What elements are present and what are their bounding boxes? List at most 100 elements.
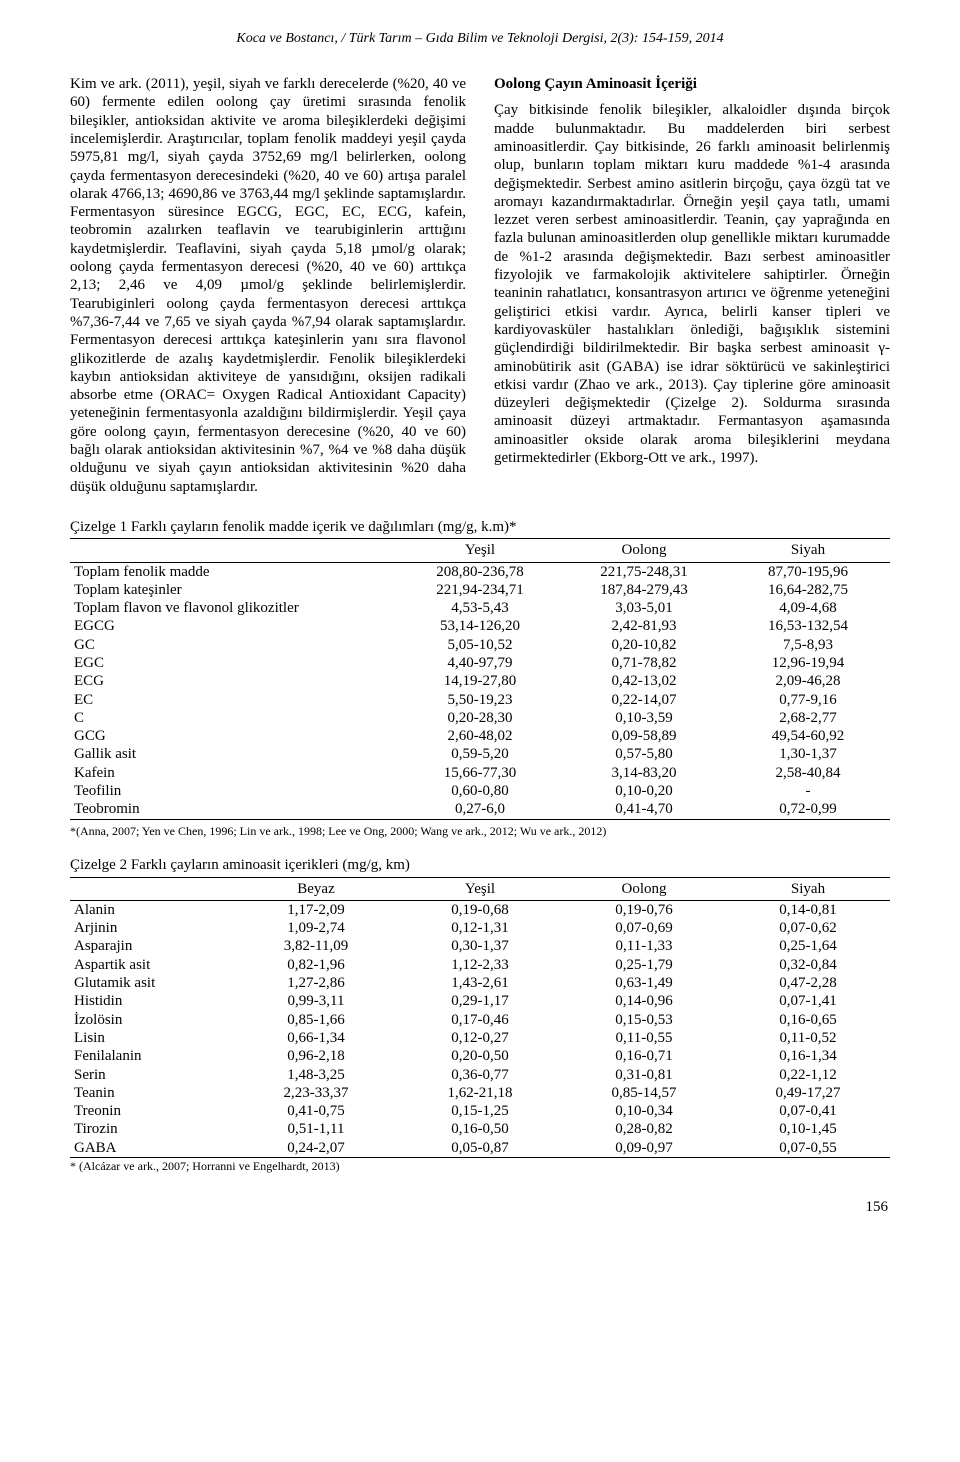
table-header-cell bbox=[70, 539, 398, 562]
table-cell: 1,43-2,61 bbox=[398, 974, 562, 992]
table-cell: 1,17-2,09 bbox=[234, 900, 398, 919]
table-cell: 0,36-0,77 bbox=[398, 1066, 562, 1084]
table-cell: İzolösin bbox=[70, 1011, 234, 1029]
table-cell: 2,58-40,84 bbox=[726, 764, 890, 782]
table-cell: 0,16-1,34 bbox=[726, 1047, 890, 1065]
table-cell: 0,32-0,84 bbox=[726, 956, 890, 974]
table-row: Aspartik asit0,82-1,961,12-2,330,25-1,79… bbox=[70, 956, 890, 974]
table-cell: 0,10-1,45 bbox=[726, 1120, 890, 1138]
table-cell: 12,96-19,94 bbox=[726, 654, 890, 672]
table-header-cell: Oolong bbox=[562, 539, 726, 562]
table-cell: 0,09-58,89 bbox=[562, 727, 726, 745]
table-cell: 0,20-28,30 bbox=[398, 709, 562, 727]
table-row: Toplam fenolik madde208,80-236,78221,75-… bbox=[70, 562, 890, 581]
table-cell: 1,30-1,37 bbox=[726, 745, 890, 763]
table1: YeşilOolongSiyah Toplam fenolik madde208… bbox=[70, 538, 890, 819]
table-cell: 0,31-0,81 bbox=[562, 1066, 726, 1084]
table-cell: 0,15-0,53 bbox=[562, 1011, 726, 1029]
table-cell: 7,5-8,93 bbox=[726, 636, 890, 654]
table-cell: Gallik asit bbox=[70, 745, 398, 763]
right-paragraph: Çay bitkisinde fenolik bileşikler, alkal… bbox=[494, 101, 890, 467]
table-row: EC5,50-19,230,22-14,070,77-9,16 bbox=[70, 691, 890, 709]
table-row: Asparajin3,82-11,090,30-1,370,11-1,330,2… bbox=[70, 937, 890, 955]
table-cell: Glutamik asit bbox=[70, 974, 234, 992]
table-cell: Toplam kateşinler bbox=[70, 581, 398, 599]
table-cell: GCG bbox=[70, 727, 398, 745]
table-cell: 5,50-19,23 bbox=[398, 691, 562, 709]
table-row: Teobromin0,27-6,00,41-4,700,72-0,99 bbox=[70, 800, 890, 819]
table-cell: 0,57-5,80 bbox=[562, 745, 726, 763]
table-row: Arjinin1,09-2,740,12-1,310,07-0,690,07-0… bbox=[70, 919, 890, 937]
table-cell: 1,12-2,33 bbox=[398, 956, 562, 974]
table-row: Tirozin0,51-1,110,16-0,500,28-0,820,10-1… bbox=[70, 1120, 890, 1138]
table-cell: 0,25-1,64 bbox=[726, 937, 890, 955]
table-row: ECG14,19-27,800,42-13,022,09-46,28 bbox=[70, 672, 890, 690]
table-cell: 0,19-0,68 bbox=[398, 900, 562, 919]
table-cell: Teobromin bbox=[70, 800, 398, 819]
table-cell: 0,22-14,07 bbox=[562, 691, 726, 709]
table-cell: 3,03-5,01 bbox=[562, 599, 726, 617]
table-cell: 0,20-0,50 bbox=[398, 1047, 562, 1065]
table-cell: 0,07-0,62 bbox=[726, 919, 890, 937]
table-cell: 221,94-234,71 bbox=[398, 581, 562, 599]
table-cell: 0,28-0,82 bbox=[562, 1120, 726, 1138]
table-cell: 4,53-5,43 bbox=[398, 599, 562, 617]
table-cell: 0,07-0,55 bbox=[726, 1139, 890, 1158]
table2: BeyazYeşilOolongSiyah Alanin1,17-2,090,1… bbox=[70, 877, 890, 1158]
table-cell: 0,14-0,81 bbox=[726, 900, 890, 919]
table-cell: 2,68-2,77 bbox=[726, 709, 890, 727]
table-cell: 0,41-4,70 bbox=[562, 800, 726, 819]
table-cell: 208,80-236,78 bbox=[398, 562, 562, 581]
table-cell: 0,60-0,80 bbox=[398, 782, 562, 800]
table-cell: 53,14-126,20 bbox=[398, 617, 562, 635]
table-cell: 0,11-0,55 bbox=[562, 1029, 726, 1047]
table-header-cell: Beyaz bbox=[234, 877, 398, 900]
table-cell: 0,99-3,11 bbox=[234, 992, 398, 1010]
table-cell: 0,17-0,46 bbox=[398, 1011, 562, 1029]
table-cell: 3,82-11,09 bbox=[234, 937, 398, 955]
table-cell: 2,42-81,93 bbox=[562, 617, 726, 635]
table-cell: 4,09-4,68 bbox=[726, 599, 890, 617]
table-cell: GC bbox=[70, 636, 398, 654]
table-cell: 14,19-27,80 bbox=[398, 672, 562, 690]
table-cell: 0,15-1,25 bbox=[398, 1102, 562, 1120]
table1-header-row: YeşilOolongSiyah bbox=[70, 539, 890, 562]
table-row: GCG2,60-48,020,09-58,8949,54-60,92 bbox=[70, 727, 890, 745]
table-cell: 1,62-21,18 bbox=[398, 1084, 562, 1102]
table2-title: Çizelge 2 Farklı çayların aminoasit içer… bbox=[70, 856, 890, 874]
table-cell: 0,11-1,33 bbox=[562, 937, 726, 955]
table-cell: 0,11-0,52 bbox=[726, 1029, 890, 1047]
table-row: Gallik asit0,59-5,200,57-5,801,30-1,37 bbox=[70, 745, 890, 763]
table-row: Teanin2,23-33,371,62-21,180,85-14,570,49… bbox=[70, 1084, 890, 1102]
table-row: Glutamik asit1,27-2,861,43-2,610,63-1,49… bbox=[70, 974, 890, 992]
table-row: C0,20-28,300,10-3,592,68-2,77 bbox=[70, 709, 890, 727]
table-cell: 1,48-3,25 bbox=[234, 1066, 398, 1084]
table-cell: 0,22-1,12 bbox=[726, 1066, 890, 1084]
left-column: Kim ve ark. (2011), yeşil, siyah ve fark… bbox=[70, 75, 466, 496]
table2-footnote: * (Alcázar ve ark., 2007; Horranni ve En… bbox=[70, 1159, 890, 1174]
table-cell: 15,66-77,30 bbox=[398, 764, 562, 782]
table-row: Toplam kateşinler221,94-234,71187,84-279… bbox=[70, 581, 890, 599]
table-row: Histidin0,99-3,110,29-1,170,14-0,960,07-… bbox=[70, 992, 890, 1010]
table-cell: C bbox=[70, 709, 398, 727]
table-cell: 49,54-60,92 bbox=[726, 727, 890, 745]
table-cell: 0,07-1,41 bbox=[726, 992, 890, 1010]
table-cell: Fenilalanin bbox=[70, 1047, 234, 1065]
body-columns: Kim ve ark. (2011), yeşil, siyah ve fark… bbox=[70, 75, 890, 496]
table-cell: 0,07-0,41 bbox=[726, 1102, 890, 1120]
table-cell: 187,84-279,43 bbox=[562, 581, 726, 599]
table-cell: Toplam fenolik madde bbox=[70, 562, 398, 581]
right-column: Oolong Çayın Aminoasit İçeriği Çay bitki… bbox=[494, 75, 890, 496]
table-cell: EGCG bbox=[70, 617, 398, 635]
table2-header-row: BeyazYeşilOolongSiyah bbox=[70, 877, 890, 900]
table-row: Serin1,48-3,250,36-0,770,31-0,810,22-1,1… bbox=[70, 1066, 890, 1084]
table-cell: 2,60-48,02 bbox=[398, 727, 562, 745]
table-cell: 0,59-5,20 bbox=[398, 745, 562, 763]
table-cell: 0,42-13,02 bbox=[562, 672, 726, 690]
table1-footnote: *(Anna, 2007; Yen ve Chen, 1996; Lin ve … bbox=[70, 824, 890, 839]
table-cell: - bbox=[726, 782, 890, 800]
table-cell: Arjinin bbox=[70, 919, 234, 937]
table-cell: 221,75-248,31 bbox=[562, 562, 726, 581]
table-cell: Asparajin bbox=[70, 937, 234, 955]
table-cell: 1,27-2,86 bbox=[234, 974, 398, 992]
